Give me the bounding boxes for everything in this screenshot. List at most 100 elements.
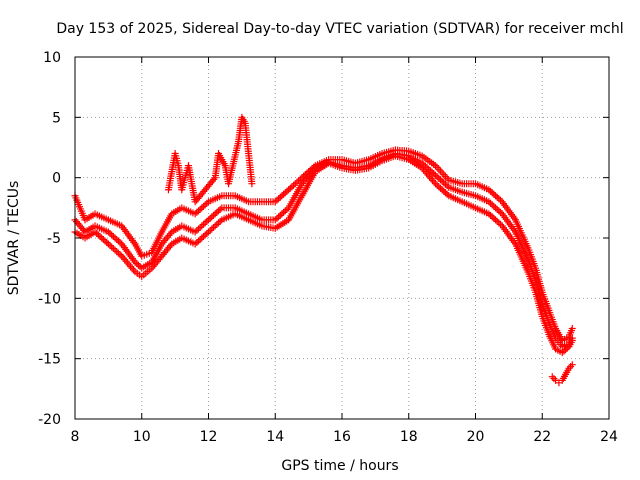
data-point-interp <box>229 192 237 200</box>
data-point-interp <box>106 242 114 250</box>
data-point-interp <box>201 201 209 209</box>
data-point-interp <box>562 346 570 354</box>
data-point <box>431 171 439 179</box>
data-point-interp <box>435 174 443 182</box>
data-point-interp <box>273 196 281 204</box>
data-point-interp <box>130 256 138 264</box>
data-point-interp <box>101 237 109 245</box>
data-point-interp <box>109 245 117 253</box>
data-point-interp <box>208 177 216 185</box>
data-point-interp <box>217 154 225 162</box>
data-point-interp <box>416 151 424 159</box>
data-point-interp <box>443 174 451 182</box>
data-point-interp <box>216 205 224 213</box>
data-point-interp <box>269 216 277 224</box>
data-point-interp <box>336 163 344 171</box>
data-point-interp <box>108 243 116 251</box>
data-point-interp <box>290 181 298 189</box>
data-point-interp <box>133 260 141 268</box>
data-point-interp <box>293 178 301 186</box>
chart-title: Day 153 of 2025, Sidereal Day-to-day VTE… <box>56 21 623 37</box>
data-point-interp <box>483 185 491 193</box>
data-point <box>205 228 212 236</box>
data-point-interp <box>145 249 153 257</box>
data-point-interp <box>137 250 145 258</box>
data-point-interp <box>165 231 173 239</box>
data-point-interp <box>280 208 288 216</box>
data-point-interp <box>157 230 165 238</box>
data-point-interp <box>281 207 289 215</box>
data-point-interp <box>490 202 498 210</box>
data-point-interp <box>544 304 552 312</box>
data-point-interp <box>487 211 495 219</box>
y-tick-label: -20 <box>38 412 61 428</box>
data-point-interp <box>483 209 491 217</box>
data-point-interp <box>276 193 284 201</box>
data-point-interp <box>497 220 505 228</box>
data-point-interp <box>93 229 101 237</box>
data-point-interp <box>295 177 303 185</box>
data-point-interp <box>524 256 532 264</box>
data-point-interp <box>560 347 568 355</box>
data-point-interp <box>211 222 219 230</box>
data-point-interp <box>440 187 448 195</box>
data-point-interp <box>403 155 411 163</box>
data-point-interp <box>495 195 503 203</box>
data-point-interp <box>194 207 202 215</box>
data-point-interp <box>216 217 224 225</box>
data-point-interp <box>187 177 195 185</box>
data-point-interp <box>165 243 173 251</box>
data-point-interp <box>116 221 123 229</box>
data-point-interp <box>492 204 500 212</box>
y-tick-label: -10 <box>38 291 61 307</box>
data-point-interp <box>488 213 496 221</box>
data-point-interp <box>174 159 182 167</box>
data-point-interp <box>490 214 498 222</box>
data-point-interp <box>567 327 575 335</box>
y-tick-label: 10 <box>43 50 61 66</box>
data-point-interp <box>273 214 281 222</box>
data-point-interp <box>510 214 518 222</box>
x-tick-label: 16 <box>333 429 351 445</box>
data-point-interp <box>196 236 204 244</box>
data-point-interp <box>436 176 444 184</box>
x-tick-label: 12 <box>200 429 218 445</box>
data-point-interp <box>194 225 202 233</box>
data-point-interp <box>438 169 446 177</box>
data-point-interp <box>198 222 206 230</box>
data-point-interp <box>155 256 163 264</box>
data-point-interp <box>116 239 124 247</box>
data-point <box>285 186 293 194</box>
data-point-interp <box>130 238 138 246</box>
data-point-interp <box>193 226 201 234</box>
data-point-interp <box>275 213 283 221</box>
data-point-interp <box>269 224 277 232</box>
data-point-interp <box>210 211 218 219</box>
data-point-interp <box>216 193 224 201</box>
data-point-interp <box>563 344 571 352</box>
data-point-interp <box>430 170 438 178</box>
data-point-interp <box>469 203 477 211</box>
data-point-interp <box>495 219 503 227</box>
data-point-interp <box>208 213 216 221</box>
data-point-interp <box>531 262 539 270</box>
y-tick-label: 0 <box>52 171 61 187</box>
data-point-interp <box>208 225 216 233</box>
data-point-interp <box>278 210 286 218</box>
data-point-interp <box>199 220 207 228</box>
y-tick-label: -5 <box>47 231 61 247</box>
data-point-interp <box>116 251 124 259</box>
data-point-interp <box>106 229 114 237</box>
data-point-interp <box>544 328 552 336</box>
data-point-interp <box>564 366 572 374</box>
y-axis-title: SDTVAR / TECUs <box>6 181 22 296</box>
data-point-interp <box>108 231 116 239</box>
data-point-interp <box>483 197 491 205</box>
data-point-interp <box>134 261 142 269</box>
data-point-interp <box>490 190 498 198</box>
data-points <box>71 113 576 387</box>
data-point-interp <box>98 234 106 242</box>
data-point-interp <box>531 274 539 282</box>
data-point-interp <box>497 208 505 216</box>
